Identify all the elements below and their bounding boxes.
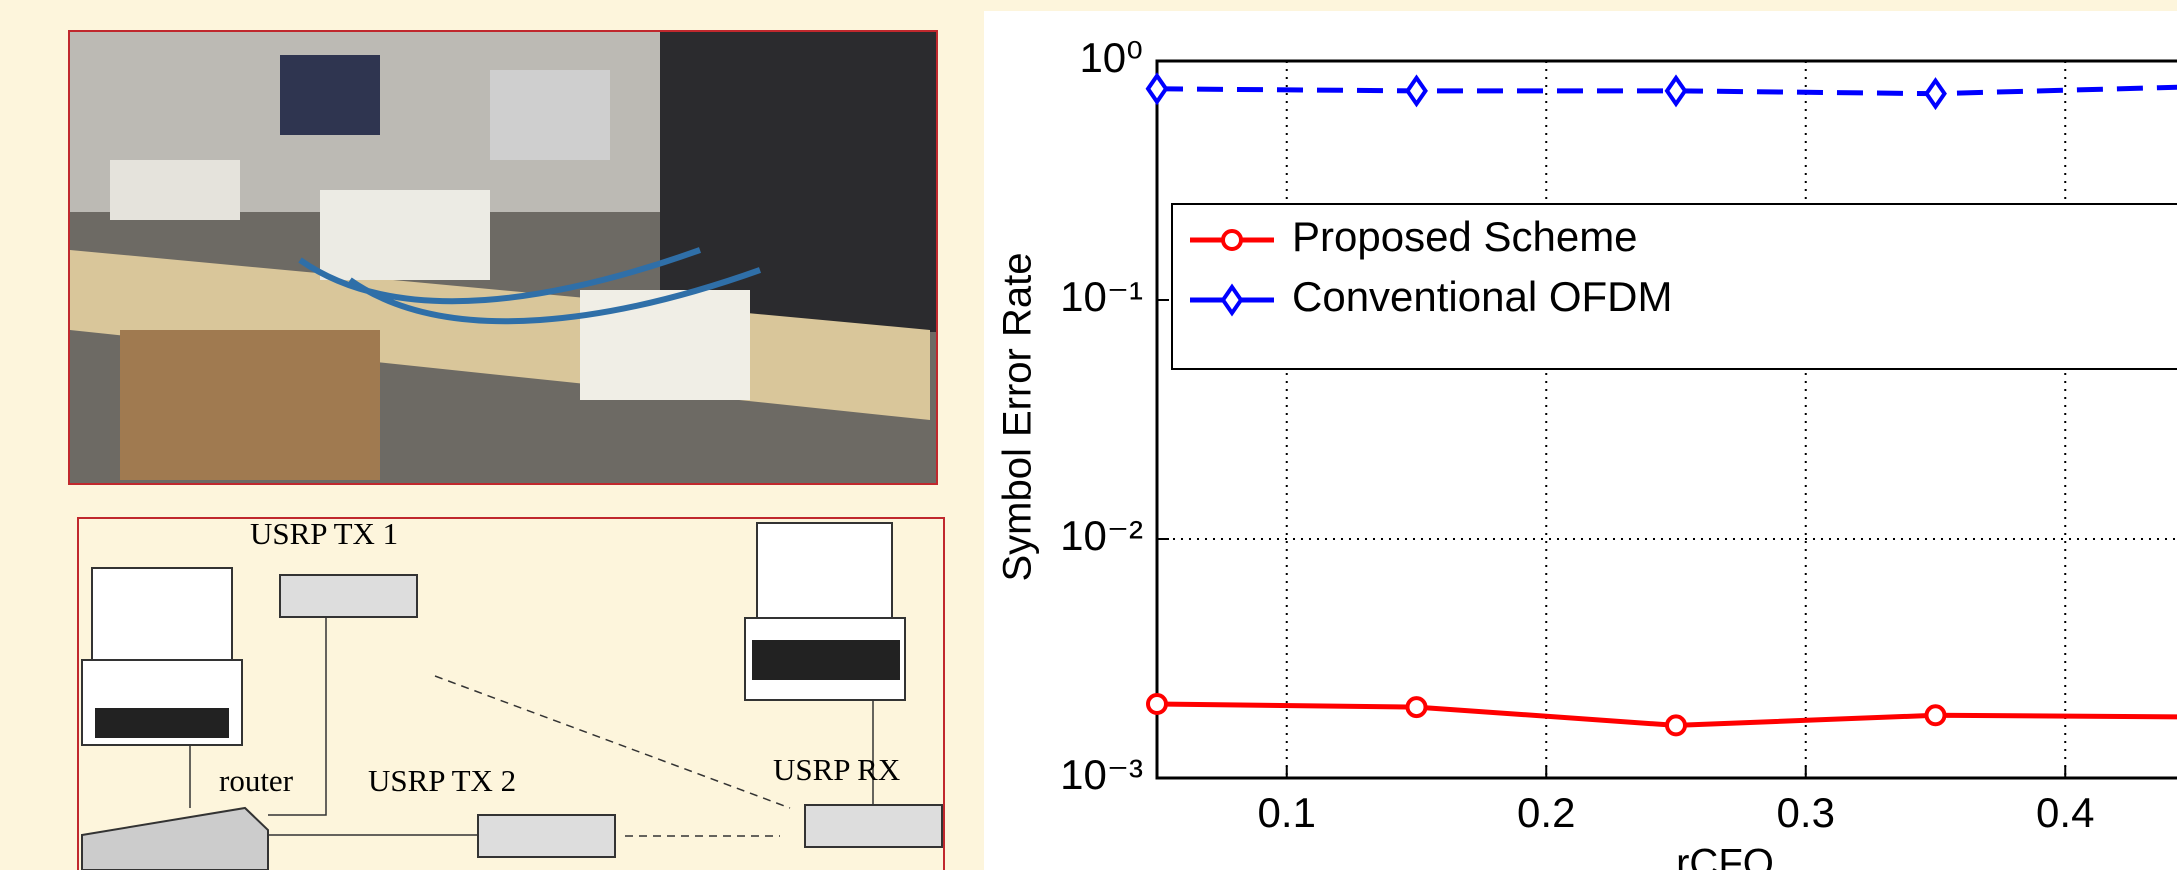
- x-axis-label: rCFO: [1676, 842, 1774, 870]
- diagram-label: router: [219, 763, 294, 798]
- legend-marker: [1220, 283, 1244, 317]
- data-marker: [1405, 696, 1428, 719]
- left-panel: USRP TX 1 router USRP TX 2 USRP RX: [68, 30, 945, 870]
- diagram-label: USRP TX 2: [368, 763, 516, 798]
- data-marker: [1145, 72, 1169, 106]
- y-axis-label: Symbol Error Rate: [996, 253, 1040, 582]
- lab-photo: [68, 30, 938, 485]
- y-tick-label: 10⁻³: [1060, 751, 1143, 798]
- data-marker: [1405, 74, 1428, 108]
- data-line: [1156, 701, 2177, 728]
- legend-marker: [1221, 229, 1243, 251]
- data-marker: [1146, 692, 1168, 715]
- y-tick-label: 10⁰: [1079, 34, 1143, 81]
- diagram-label: USRP TX 1: [250, 516, 398, 551]
- setup-diagram: USRP TX 1 router USRP TX 2 USRP RX: [77, 516, 945, 870]
- x-tick-label: 0.1: [1258, 789, 1316, 836]
- plot-frame: [1155, 59, 2177, 780]
- legend-label: Proposed Scheme: [1292, 213, 1638, 260]
- data-marker: [1664, 74, 1688, 108]
- chart-panel: [984, 11, 2177, 870]
- diagram-label: USRP RX: [773, 752, 900, 787]
- x-tick-label: 0.2: [1517, 789, 1575, 836]
- x-tick-label: 0.3: [1777, 789, 1835, 836]
- legend-box: [1171, 203, 2177, 370]
- data-marker: [1665, 714, 1687, 737]
- data-marker: [1924, 77, 1947, 111]
- legend-label: Conventional OFDM: [1292, 273, 1672, 320]
- y-tick-label: 10⁻¹: [1060, 273, 1143, 320]
- y-tick-label: 10⁻²: [1060, 512, 1143, 559]
- data-marker: [1924, 704, 1947, 727]
- data-line: [1156, 84, 2177, 97]
- x-tick-label: 0.4: [2036, 789, 2094, 836]
